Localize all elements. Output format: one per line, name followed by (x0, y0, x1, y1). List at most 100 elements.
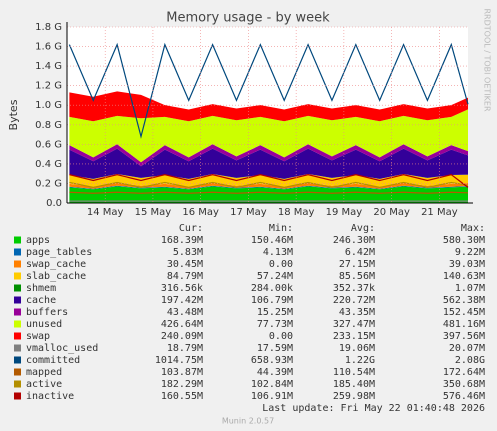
stat-value: 103.87M (161, 367, 203, 378)
x-tick-label: 16 May (182, 207, 219, 218)
legend-swatch (14, 308, 21, 316)
stat-value: 168.39M (161, 235, 203, 246)
legend-swatch (14, 248, 21, 256)
stat-value: 160.55M (161, 391, 203, 402)
stat-value: 197.42M (161, 295, 203, 306)
chart-title: Memory usage - by week (166, 11, 330, 26)
stat-value: 172.64M (443, 367, 485, 378)
legend-swatch (14, 332, 21, 340)
y-tick-label: 0.0 (46, 198, 62, 209)
stat-value: 57.24M (257, 271, 293, 282)
stat-value: 44.39M (257, 367, 293, 378)
stat-value: 102.84M (251, 379, 293, 390)
stat-value: 106.79M (251, 295, 293, 306)
legend-label: inactive (26, 391, 74, 402)
x-tick-label: 15 May (135, 207, 172, 218)
legend-label: shmem (26, 283, 56, 294)
stat-value: 140.63M (443, 271, 485, 282)
legend-label: committed (26, 355, 80, 366)
y-tick-label: 0.2 G (35, 178, 62, 189)
y-tick-label: 1.8 G (35, 22, 62, 33)
x-tick-label: 20 May (373, 207, 410, 218)
legend-swatch (14, 368, 21, 376)
footer: Munin 2.0.57 (222, 417, 274, 426)
legend-label: swap (26, 331, 50, 342)
area (69, 109, 468, 163)
legend-label: swap_cache (26, 259, 86, 270)
line (68, 42, 469, 139)
legend-swatch (14, 284, 21, 292)
x-tick-label: 19 May (326, 207, 363, 218)
legend-swatch (14, 260, 21, 268)
y-tick-label: 1.6 G (35, 42, 62, 53)
stat-value: 43.35M (339, 307, 375, 318)
stat-value: 1.22G (345, 355, 375, 366)
stat-value: 246.30M (333, 235, 375, 246)
y-tick-label: 0.4 G (35, 159, 62, 170)
stat-value: 426.64M (161, 319, 203, 330)
area (69, 144, 468, 167)
y-tick-label: 1.4 G (35, 61, 62, 72)
stat-value: 150.46M (251, 235, 293, 246)
stat-value: 0.00 (269, 331, 293, 342)
stat-value: 397.56M (443, 331, 485, 342)
stat-value: 220.72M (333, 295, 375, 306)
legend-label: slab_cache (26, 271, 86, 282)
stat-value: 17.59M (257, 343, 293, 354)
stat-value: 110.54M (333, 367, 375, 378)
stat-value: 233.15M (333, 331, 375, 342)
stat-value: 352.37k (333, 283, 375, 294)
legend-label: mapped (26, 367, 62, 378)
side-note: RRDTOOL / TOBI OETIKER (483, 8, 492, 111)
line (69, 181, 469, 188)
stat-value: 43.48M (167, 307, 203, 318)
stat-value: 284.00k (251, 283, 293, 294)
legend-swatch (14, 392, 21, 400)
area (69, 182, 468, 189)
stat-value: 4.13M (263, 247, 293, 258)
legend-label: buffers (26, 307, 68, 318)
stat-value: 658.93M (251, 355, 293, 366)
legend-swatch (14, 356, 21, 364)
line (69, 191, 469, 194)
stat-value: 316.56k (161, 283, 203, 294)
stat-value: 106.91M (251, 391, 293, 402)
stat-value: 5.83M (173, 247, 203, 258)
y-tick-label: 0.8 G (35, 120, 62, 131)
stat-header: Cur: (179, 223, 203, 234)
stat-value: 9.22M (455, 247, 485, 258)
y-tick-label: 1.2 G (35, 81, 62, 92)
legend-label: page_tables (26, 247, 92, 258)
legend-swatch (14, 296, 21, 304)
x-tick-label: 18 May (278, 207, 315, 218)
stat-value: 182.29M (161, 379, 203, 390)
stat-value: 0.00 (269, 259, 293, 270)
stat-value: 259.98M (333, 391, 375, 402)
legend-label: cache (26, 295, 56, 306)
area (69, 91, 468, 122)
stat-value: 18.79M (167, 343, 203, 354)
stat-value: 39.03M (449, 259, 485, 270)
stat-value: 85.56M (339, 271, 375, 282)
stat-header: Avg: (351, 223, 375, 234)
stat-value: 20.07M (449, 343, 485, 354)
stat-value: 562.38M (443, 295, 485, 306)
stat-value: 84.79M (167, 271, 203, 282)
legend-swatch (14, 344, 21, 352)
legend-swatch (14, 380, 21, 388)
area (69, 185, 468, 190)
legend-label: unused (26, 319, 62, 330)
stat-header: Max: (461, 223, 485, 234)
stat-value: 77.73M (257, 319, 293, 330)
stat-value: 15.25M (257, 307, 293, 318)
x-tick-label: 17 May (230, 207, 267, 218)
stat-value: 576.46M (443, 391, 485, 402)
stat-value: 2.08G (455, 355, 485, 366)
legend-label: apps (26, 235, 50, 246)
stat-value: 185.40M (333, 379, 375, 390)
stat-header: Min: (269, 223, 293, 234)
area (69, 186, 468, 203)
y-axis-label: Bytes (7, 99, 20, 130)
